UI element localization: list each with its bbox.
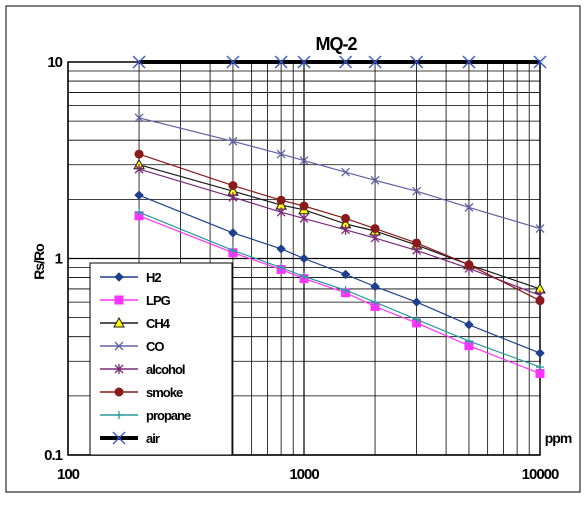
data-point-air [297, 55, 311, 69]
data-point-h2 [370, 281, 380, 292]
data-point-smoke [464, 260, 474, 270]
data-point-smoke [228, 181, 238, 191]
data-point-h2 [299, 253, 309, 264]
legend-marker-alcohol [114, 364, 124, 374]
data-point-co [535, 224, 545, 234]
data-point-co [134, 113, 144, 123]
y-tick-label: 1 [55, 251, 63, 268]
data-point-h2 [228, 228, 238, 238]
data-point-smoke [341, 213, 351, 223]
data-point-co [299, 156, 309, 166]
legend-label-air: air [146, 431, 160, 446]
data-point-co [370, 175, 380, 185]
data-point-smoke [299, 201, 309, 211]
data-point-alcohol [299, 213, 309, 224]
data-point-air [339, 55, 353, 69]
legend-marker-ch4 [113, 316, 125, 328]
x-tick-label: 10000 [522, 466, 559, 483]
x-tick-label: 1000 [289, 466, 319, 483]
data-point-propane [300, 272, 308, 281]
data-point-alcohol [276, 207, 286, 218]
legend-label-co: CO [146, 339, 164, 354]
data-point-co [276, 149, 286, 159]
legend-marker-propane [115, 411, 123, 419]
data-point-propane [412, 315, 421, 324]
data-point-smoke [370, 224, 380, 234]
data-point-h2 [464, 320, 474, 330]
data-point-propane [277, 263, 286, 272]
data-point-co [412, 186, 422, 196]
data-point-air [410, 55, 424, 69]
legend-label-ch4: CH4 [146, 316, 171, 331]
y-tick-label: 10 [47, 54, 62, 71]
legend-label-lpg: LPG [146, 293, 171, 308]
data-point-air [274, 55, 288, 69]
legend-marker-air [112, 431, 126, 445]
data-point-air [226, 55, 240, 69]
data-point-alcohol [134, 164, 144, 175]
data-point-propane [536, 363, 544, 372]
legend-label-h2: H2 [146, 270, 161, 285]
data-point-air [368, 55, 382, 69]
data-point-propane [371, 298, 380, 307]
data-point-h2 [411, 297, 422, 307]
data-point-alcohol [228, 192, 238, 203]
legend-marker-co [114, 341, 124, 351]
data-point-h2 [134, 190, 144, 200]
data-point-smoke [276, 195, 286, 205]
chart-title: MQ-2 [316, 34, 358, 54]
data-point-smoke [134, 149, 144, 159]
data-point-propane [135, 208, 144, 217]
legend-marker-smoke [114, 387, 124, 397]
data-point-co [228, 136, 238, 146]
data-point-smoke [535, 296, 545, 306]
data-point-air [132, 55, 146, 69]
legend-label-propane: propane [146, 408, 191, 423]
data-point-smoke [412, 238, 422, 248]
x-tick-label: 100 [57, 466, 80, 483]
legend-label-smoke: smoke [146, 385, 183, 400]
data-point-propane [464, 337, 473, 346]
data-point-propane [228, 246, 237, 255]
data-point-h2 [340, 269, 351, 280]
x-axis-label: ppm [545, 430, 572, 446]
legend-marker-lpg [114, 295, 124, 305]
data-point-air [533, 55, 547, 69]
legend-label-alcohol: alcohol [146, 362, 185, 377]
data-point-h2 [276, 244, 286, 254]
y-axis-label: Rs/Ro [31, 244, 47, 280]
legend-marker-h2 [114, 272, 124, 282]
data-point-air [462, 55, 476, 69]
legend-box [89, 262, 233, 456]
y-tick-label: 0.1 [44, 447, 63, 464]
data-point-co [464, 202, 474, 212]
data-point-co [341, 167, 351, 177]
data-point-propane [341, 286, 350, 295]
data-point-alcohol [370, 233, 380, 244]
data-point-h2 [535, 348, 545, 358]
data-point-alcohol [341, 224, 351, 235]
